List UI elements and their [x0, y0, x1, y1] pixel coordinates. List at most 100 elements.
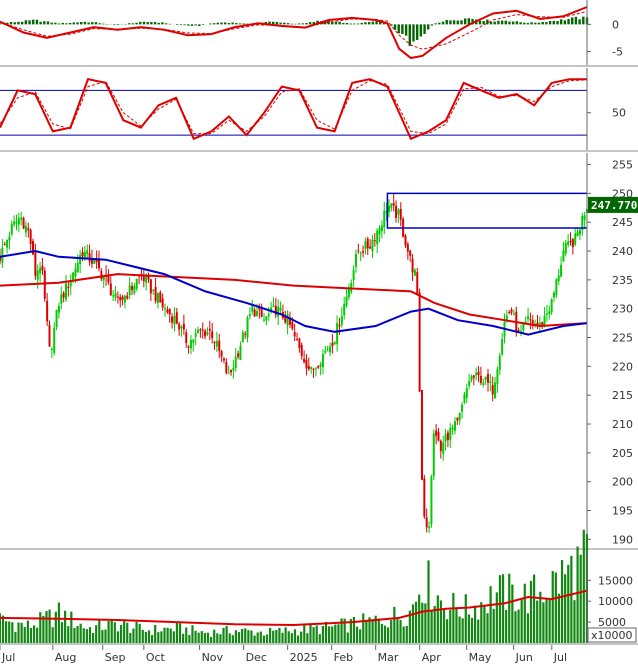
- candle-body: [418, 292, 421, 392]
- macd-histogram-bar: [327, 20, 330, 25]
- macd-histogram-bar: [198, 24, 201, 27]
- candle-body: [583, 215, 586, 220]
- volume-bar: [430, 610, 433, 643]
- candle-body: [505, 315, 508, 321]
- volume-bar: [116, 631, 120, 643]
- x-tick-label: Nov: [202, 651, 224, 664]
- volume-bar: [73, 627, 76, 643]
- candle-body: [74, 269, 77, 277]
- candle-body: [527, 316, 530, 320]
- volume-bar: [411, 604, 415, 643]
- macd-histogram-bar: [349, 23, 352, 25]
- volume-bar: [442, 608, 446, 643]
- volume-bar: [241, 629, 244, 643]
- candle-body: [531, 320, 534, 324]
- candle-body: [404, 235, 407, 246]
- volume-bar: [464, 594, 467, 643]
- candle-body: [220, 351, 223, 357]
- macd-histogram-bar: [102, 23, 105, 25]
- volume-bar: [79, 623, 82, 643]
- candle-body: [536, 322, 539, 325]
- candle-body: [88, 253, 91, 262]
- candle-body: [149, 279, 152, 294]
- volume-bar: [20, 622, 23, 643]
- candle-body: [50, 349, 53, 351]
- candle-body: [324, 350, 327, 353]
- candle-body: [17, 218, 20, 225]
- macd-histogram-bar: [224, 22, 227, 25]
- macd-histogram-bar: [312, 22, 316, 25]
- candle-body: [284, 316, 287, 323]
- candle-body: [446, 432, 449, 440]
- y-tick-label: 225: [612, 332, 633, 345]
- x-tick-label: 2025: [290, 651, 318, 664]
- volume-bar: [557, 593, 561, 643]
- candle-body: [225, 362, 228, 373]
- volume-bar: [138, 623, 141, 643]
- macd-histogram-bar: [283, 22, 286, 25]
- volume-bar: [477, 619, 480, 643]
- y-tick-label: 195: [612, 505, 633, 518]
- volume-bar: [169, 628, 172, 643]
- volume-bar: [188, 635, 191, 643]
- last-price-label: 247.7700: [591, 199, 638, 212]
- volume-bar: [458, 616, 461, 643]
- volume-bar: [483, 605, 486, 643]
- volume-bar: [163, 627, 166, 643]
- volume-bar: [309, 624, 312, 643]
- candle-body: [248, 314, 251, 317]
- macd-histogram-bar: [231, 22, 234, 25]
- macd-histogram-bar: [548, 20, 552, 25]
- volume-bar: [157, 632, 160, 643]
- candle-body: [258, 308, 261, 310]
- volume-bar: [203, 632, 206, 643]
- macd-histogram-bar: [412, 24, 415, 42]
- candle-body: [53, 327, 56, 353]
- candle-body: [519, 331, 522, 333]
- macd-histogram-bar: [430, 24, 434, 26]
- candle-body: [432, 433, 435, 477]
- candle-body: [548, 311, 551, 315]
- macd-histogram-bar: [157, 22, 160, 25]
- volume-bar: [154, 624, 157, 643]
- candle-body: [312, 369, 315, 371]
- candle-body: [267, 314, 270, 317]
- volume-bar: [160, 631, 163, 643]
- macd-histogram-bar: [94, 22, 98, 25]
- plot-area: [0, 0, 587, 65]
- candle-body: [444, 434, 447, 442]
- y-tick-label: 255: [612, 159, 633, 172]
- candle-body: [86, 250, 89, 254]
- signal-line: [0, 79, 588, 135]
- candle-body: [357, 250, 360, 252]
- signal-line: [0, 10, 588, 50]
- macd-histogram-bar: [423, 24, 426, 34]
- candle-body: [347, 289, 350, 298]
- macd-histogram-bar: [397, 24, 400, 34]
- candle-body: [288, 317, 291, 325]
- volume-bar: [209, 636, 213, 643]
- macd-histogram-bar: [168, 23, 172, 25]
- macd-histogram-bar: [489, 21, 493, 25]
- macd-histogram-bar: [271, 21, 275, 25]
- candle-body: [376, 230, 379, 245]
- volume-bar: [150, 634, 154, 643]
- candle-body: [430, 476, 433, 524]
- volume-bar: [126, 622, 129, 643]
- candle-body: [524, 321, 527, 323]
- volume-bar: [147, 630, 151, 643]
- candle-body: [291, 321, 294, 329]
- candle-body: [411, 258, 414, 273]
- candle-body: [20, 217, 23, 220]
- candle-body: [354, 253, 357, 267]
- macd-histogram-bar: [65, 23, 68, 25]
- volume-bar: [244, 628, 247, 643]
- candle-body: [350, 282, 353, 292]
- candle-body: [383, 210, 386, 228]
- volume-bar: [191, 625, 194, 643]
- macd-histogram-bar: [146, 22, 149, 25]
- candle-body: [152, 289, 155, 291]
- x-tick-label: Dec: [246, 651, 267, 664]
- candle-body: [251, 305, 254, 312]
- macd-histogram-bar: [68, 22, 72, 25]
